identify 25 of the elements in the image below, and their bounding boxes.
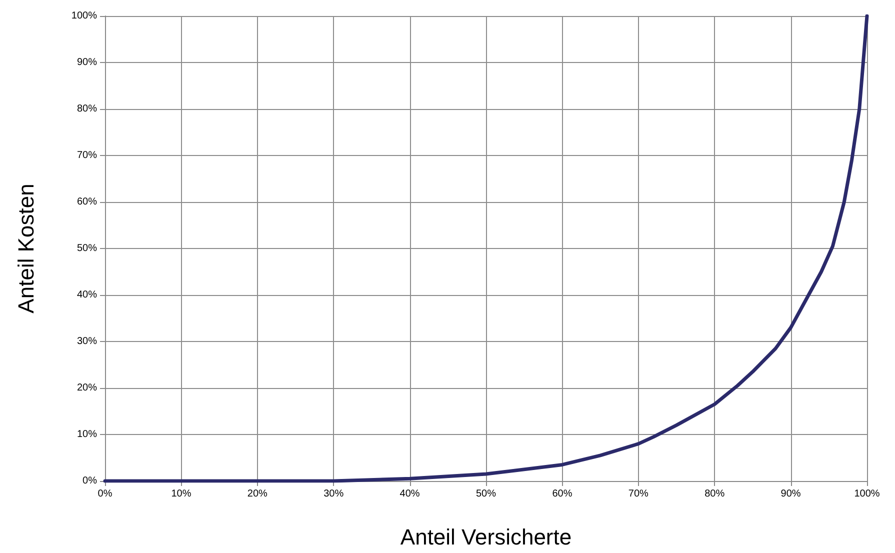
- y-axis-title: Anteil Kosten: [14, 184, 38, 314]
- line-series: [103, 14, 869, 483]
- x-tick-label: 80%: [704, 488, 725, 500]
- y-tick-label: 70%: [76, 150, 98, 161]
- y-tick-label: 80%: [76, 104, 98, 114]
- x-tick-label: 100%: [854, 488, 880, 500]
- x-tick-label: 10%: [171, 488, 192, 500]
- x-tick-label: 90%: [780, 488, 801, 500]
- y-tick-label: 50%: [76, 243, 98, 254]
- x-tick-label: 20%: [247, 488, 268, 500]
- x-tick-label: 40%: [400, 488, 420, 500]
- y-tick-label: 0%: [82, 476, 98, 486]
- x-tick-label: 30%: [324, 488, 344, 500]
- y-tick-label: 20%: [76, 382, 98, 394]
- y-tick-label: 30%: [76, 336, 98, 347]
- x-tick-label: 50%: [476, 488, 496, 500]
- y-tick-label: 10%: [76, 429, 98, 440]
- y-tick-label: 90%: [76, 57, 98, 68]
- x-axis-title: Anteil Versicherte: [400, 524, 572, 550]
- x-tick-label: 70%: [628, 488, 649, 500]
- y-tick-label: 40%: [76, 290, 98, 300]
- y-tick-label: 100%: [71, 10, 98, 22]
- x-tick-label: 0%: [98, 488, 112, 500]
- x-tick-label: 60%: [552, 488, 572, 500]
- y-tick-label: 60%: [76, 196, 98, 208]
